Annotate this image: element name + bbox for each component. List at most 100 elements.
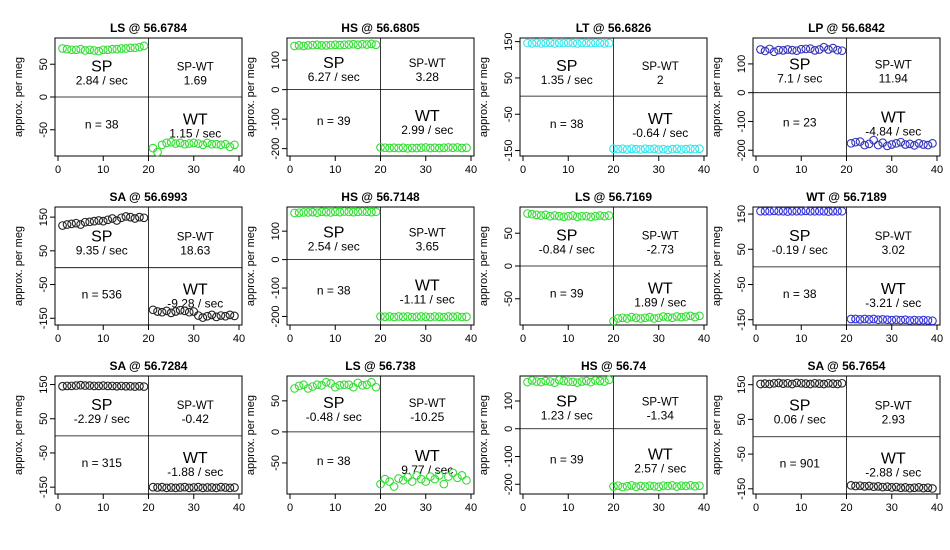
wt-point bbox=[618, 144, 627, 154]
wt-point bbox=[919, 483, 928, 493]
x-tick-label: 20 bbox=[142, 164, 154, 176]
sp-point bbox=[330, 40, 340, 50]
sp-point bbox=[116, 381, 126, 391]
wt-rate: 9.77 / sec bbox=[401, 463, 453, 477]
sp-point bbox=[103, 215, 113, 225]
sp-point bbox=[778, 46, 788, 55]
wt-point bbox=[869, 482, 879, 492]
sp-point bbox=[801, 379, 811, 388]
panel-title: HS @ 56.6805 bbox=[341, 21, 420, 35]
sp-point bbox=[62, 44, 72, 54]
wt-point bbox=[376, 143, 385, 152]
x-tick-label: 0 bbox=[753, 502, 759, 514]
y-axis-title: approx. per meg bbox=[711, 226, 723, 306]
sp-point bbox=[591, 38, 600, 48]
wt-point bbox=[622, 145, 632, 154]
wt-point bbox=[216, 311, 226, 320]
wt-point bbox=[609, 144, 618, 154]
n-label: n = 39 bbox=[550, 287, 584, 301]
sp-label: SP bbox=[323, 55, 344, 72]
sp-point bbox=[532, 38, 541, 48]
y-tick-label: -50 bbox=[38, 122, 50, 138]
wt-point bbox=[407, 143, 417, 153]
wt-point bbox=[873, 315, 883, 325]
x-tick-label: 10 bbox=[562, 164, 574, 176]
sp-point bbox=[760, 46, 770, 56]
sp-point bbox=[787, 45, 797, 55]
sp-point bbox=[577, 377, 587, 386]
y-tick-label: -150 bbox=[503, 140, 515, 162]
panel-title: LS @ 56.738 bbox=[345, 359, 416, 373]
sp-point bbox=[326, 208, 336, 217]
wt-point bbox=[887, 315, 897, 325]
sp-point bbox=[130, 382, 140, 391]
y-tick-label: -200 bbox=[270, 138, 282, 160]
sp-point bbox=[317, 380, 327, 390]
wt-point bbox=[157, 482, 167, 492]
sp-point bbox=[527, 209, 537, 219]
wt-point bbox=[654, 482, 664, 492]
sp-point bbox=[819, 42, 829, 52]
sp-point bbox=[541, 210, 550, 220]
y-tick-label: 100 bbox=[736, 55, 748, 73]
y-tick-label: -100 bbox=[503, 446, 515, 468]
sp-point bbox=[85, 45, 95, 55]
x-tick-label: 0 bbox=[287, 333, 293, 345]
sp-point bbox=[317, 41, 327, 50]
panel-title: LS @ 56.7169 bbox=[575, 190, 652, 204]
sp-point bbox=[139, 213, 149, 223]
sp-point bbox=[814, 379, 824, 388]
wt-point bbox=[860, 140, 869, 150]
wt-point bbox=[457, 471, 467, 480]
y-tick-label: 50 bbox=[736, 243, 748, 255]
wt-point bbox=[434, 312, 444, 322]
wt-point bbox=[636, 145, 646, 154]
wt-point bbox=[928, 138, 937, 148]
sp-point bbox=[312, 208, 322, 218]
wt-point bbox=[398, 475, 408, 485]
sp-point bbox=[591, 376, 600, 385]
sp-point bbox=[344, 40, 354, 49]
x-tick-label: 0 bbox=[55, 164, 61, 176]
chart-panel: LP @ 56.6842 100 0 -100 -200 0 10 20 30 40 approx.… bbox=[711, 21, 943, 176]
n-label: n = 536 bbox=[82, 287, 123, 301]
chart-panel: SA @ 56.6993 150 50 -50 -150 0 10 20 30 40 approx.… bbox=[13, 190, 245, 345]
wt-point bbox=[184, 307, 194, 317]
sp-point bbox=[103, 381, 113, 391]
sp-point bbox=[94, 216, 104, 225]
sp-point bbox=[303, 384, 313, 393]
y-tick-label: 50 bbox=[503, 72, 515, 84]
sp-point bbox=[600, 39, 609, 48]
panel-title: SA @ 56.7654 bbox=[808, 359, 886, 373]
wt-point bbox=[627, 144, 636, 154]
x-tick-label: 40 bbox=[931, 164, 943, 176]
y-axis-title: approx. per meg bbox=[245, 226, 257, 306]
y-tick-label: -50 bbox=[38, 277, 50, 293]
sp-point bbox=[559, 212, 569, 222]
sp-point bbox=[335, 207, 345, 217]
n-label: n = 901 bbox=[780, 456, 821, 470]
sp-wt-value: 3.28 bbox=[416, 70, 440, 84]
sp-point bbox=[67, 219, 76, 229]
sp-point bbox=[367, 207, 376, 217]
x-tick-label: 10 bbox=[562, 333, 574, 345]
sp-point bbox=[559, 376, 569, 386]
sp-point bbox=[358, 380, 367, 390]
y-tick-label: 50 bbox=[736, 413, 748, 425]
chart-panel: HS @ 56.7148 100 0 -100 -200 0 10 20 30 40 approx.… bbox=[245, 190, 477, 345]
sp-point bbox=[367, 377, 376, 387]
wt-point bbox=[425, 472, 435, 481]
sp-point bbox=[126, 43, 135, 53]
sp-point bbox=[559, 38, 569, 48]
wt-label: WT bbox=[648, 281, 673, 298]
wt-point bbox=[613, 144, 623, 154]
sp-wt-label: SP-WT bbox=[875, 231, 912, 243]
panel-title: SA @ 56.6993 bbox=[110, 190, 188, 204]
wt-point bbox=[658, 144, 668, 154]
wt-point bbox=[207, 310, 217, 320]
y-axis-title: approx. per meg bbox=[478, 57, 490, 137]
wt-point bbox=[416, 474, 426, 484]
wt-point bbox=[385, 143, 394, 153]
wt-point bbox=[394, 474, 403, 483]
